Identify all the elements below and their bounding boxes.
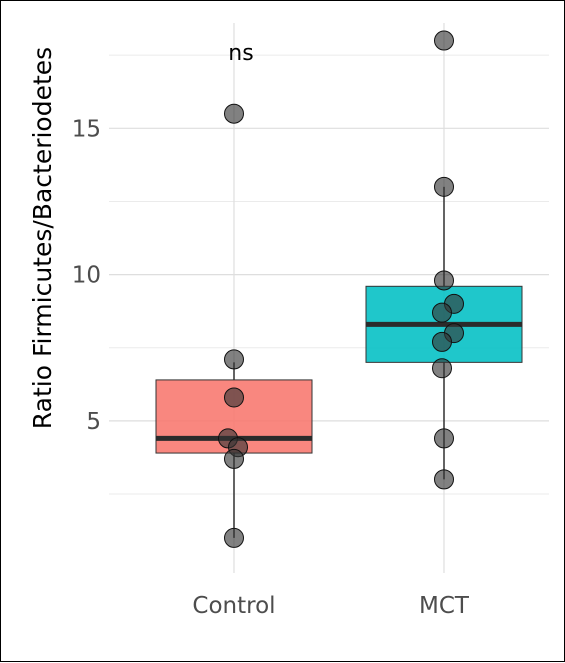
x-tick-label: MCT: [419, 593, 470, 619]
y-tick-labels: 5 10 15: [72, 116, 101, 435]
data-point: [224, 527, 244, 548]
data-point: [224, 349, 244, 370]
y-tick-label: 10: [72, 263, 101, 289]
data-point: [224, 103, 244, 124]
data-point: [434, 30, 454, 51]
data-point: [434, 176, 454, 197]
data-point: [224, 387, 244, 408]
significance-annotation: ns: [228, 41, 253, 66]
x-tick-label: Control: [192, 593, 275, 619]
data-point: [434, 469, 454, 490]
data-point: [432, 302, 452, 323]
y-tick-label: 5: [86, 409, 101, 435]
x-tick-labels: Control MCT: [192, 593, 469, 619]
data-point: [432, 331, 452, 352]
data-point: [434, 428, 454, 449]
data-point: [434, 270, 454, 291]
y-tick-label: 15: [72, 116, 101, 142]
boxes: [155, 186, 523, 538]
y-axis-title: Ratio Firmicutes/Bacteriodetes: [28, 47, 57, 429]
data-point: [224, 448, 244, 469]
data-point: [432, 358, 452, 379]
points: [218, 30, 464, 548]
